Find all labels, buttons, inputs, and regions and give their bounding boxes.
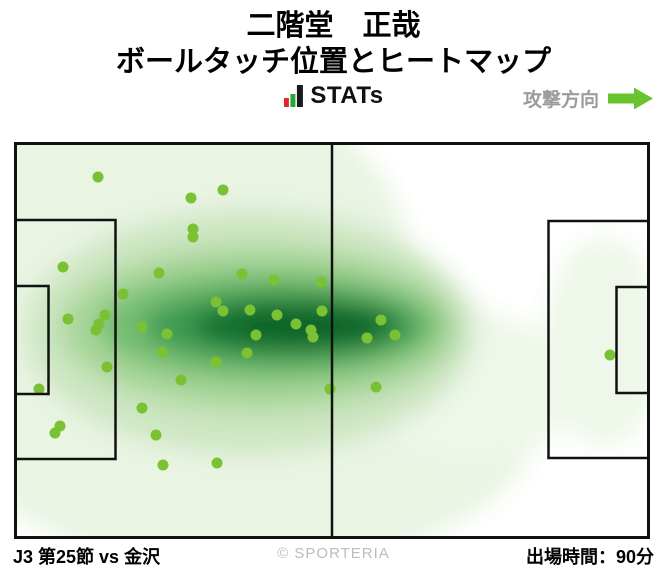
touch-point bbox=[211, 457, 223, 469]
header: 二階堂 正哉 ボールタッチ位置とヒートマップ bbox=[0, 9, 667, 80]
touch-point bbox=[33, 383, 45, 395]
pitch-heatmap bbox=[0, 72, 664, 570]
touch-point bbox=[136, 402, 148, 414]
touch-point bbox=[315, 276, 327, 288]
touch-point bbox=[271, 309, 283, 321]
touch-point bbox=[90, 324, 102, 336]
page-title: 二階堂 正哉 bbox=[246, 10, 421, 42]
touch-point bbox=[375, 314, 387, 326]
pitch-svg bbox=[0, 72, 664, 570]
touch-point bbox=[236, 268, 248, 280]
touch-point bbox=[604, 349, 616, 361]
touch-point bbox=[153, 267, 165, 279]
pitch-lines bbox=[14, 142, 650, 539]
touch-point bbox=[161, 328, 173, 340]
touch-point bbox=[210, 356, 222, 368]
touch-point bbox=[156, 346, 168, 358]
touch-point bbox=[389, 329, 401, 341]
attack-direction-arrow-icon bbox=[608, 87, 653, 110]
touch-point bbox=[217, 305, 229, 317]
touch-point bbox=[244, 304, 256, 316]
touch-point bbox=[268, 274, 280, 286]
touch-point bbox=[157, 459, 169, 471]
touch-point bbox=[307, 331, 319, 343]
touch-points bbox=[33, 171, 616, 471]
touch-point bbox=[185, 192, 197, 204]
credit-label: © SPORTERIA bbox=[277, 545, 390, 562]
logo-row: STATs 攻撃方向 bbox=[0, 83, 667, 115]
touch-point bbox=[150, 429, 162, 441]
touch-point bbox=[62, 313, 74, 325]
touch-point bbox=[92, 171, 104, 183]
stats-logo-label: STATs bbox=[310, 82, 384, 110]
touch-point bbox=[101, 361, 113, 373]
touch-point bbox=[316, 305, 328, 317]
touch-point bbox=[250, 329, 262, 341]
touch-point bbox=[187, 223, 199, 235]
heat-layer bbox=[544, 237, 664, 447]
touch-point bbox=[210, 296, 222, 308]
touch-point bbox=[370, 381, 382, 393]
touch-point bbox=[99, 309, 111, 321]
left-goal-area bbox=[14, 284, 50, 396]
touch-point bbox=[49, 427, 61, 439]
touch-point bbox=[117, 288, 129, 300]
touch-point bbox=[290, 318, 302, 330]
stats-logo: STATs bbox=[283, 82, 384, 110]
page-subtitle: ボールタッチ位置とヒートマップ bbox=[115, 45, 551, 78]
touch-point bbox=[136, 321, 148, 333]
bar-chart-icon bbox=[283, 85, 303, 108]
touch-point bbox=[187, 231, 199, 243]
touch-point bbox=[57, 261, 69, 273]
attack-direction-label: 攻撃方向 bbox=[522, 90, 599, 112]
attack-direction: 攻撃方向 bbox=[523, 85, 654, 112]
heatmap-layers bbox=[0, 72, 664, 570]
touch-point bbox=[241, 347, 253, 359]
touch-point bbox=[175, 374, 187, 386]
play-time-label: 出場時間：90分 bbox=[525, 547, 654, 567]
touch-point bbox=[324, 383, 336, 395]
touch-point bbox=[361, 332, 373, 344]
footer: J3 第25節 vs 金沢 © SPORTERIA 出場時間：90分 bbox=[0, 541, 667, 567]
right-goal-area bbox=[615, 285, 650, 395]
touch-point bbox=[217, 184, 229, 196]
